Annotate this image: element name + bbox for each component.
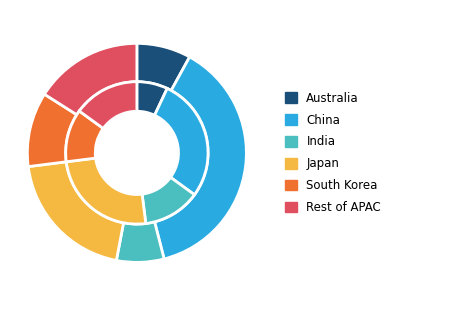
Wedge shape (66, 111, 103, 162)
Wedge shape (117, 222, 164, 262)
Wedge shape (28, 162, 124, 261)
Wedge shape (142, 177, 194, 223)
Wedge shape (79, 82, 137, 129)
Wedge shape (155, 57, 246, 259)
Wedge shape (66, 158, 146, 224)
Wedge shape (44, 43, 137, 115)
Wedge shape (137, 82, 167, 115)
Legend: Australia, China, India, Japan, South Korea, Rest of APAC: Australia, China, India, Japan, South Ko… (285, 92, 381, 214)
Wedge shape (155, 89, 208, 195)
Wedge shape (137, 43, 190, 90)
Wedge shape (27, 94, 77, 167)
